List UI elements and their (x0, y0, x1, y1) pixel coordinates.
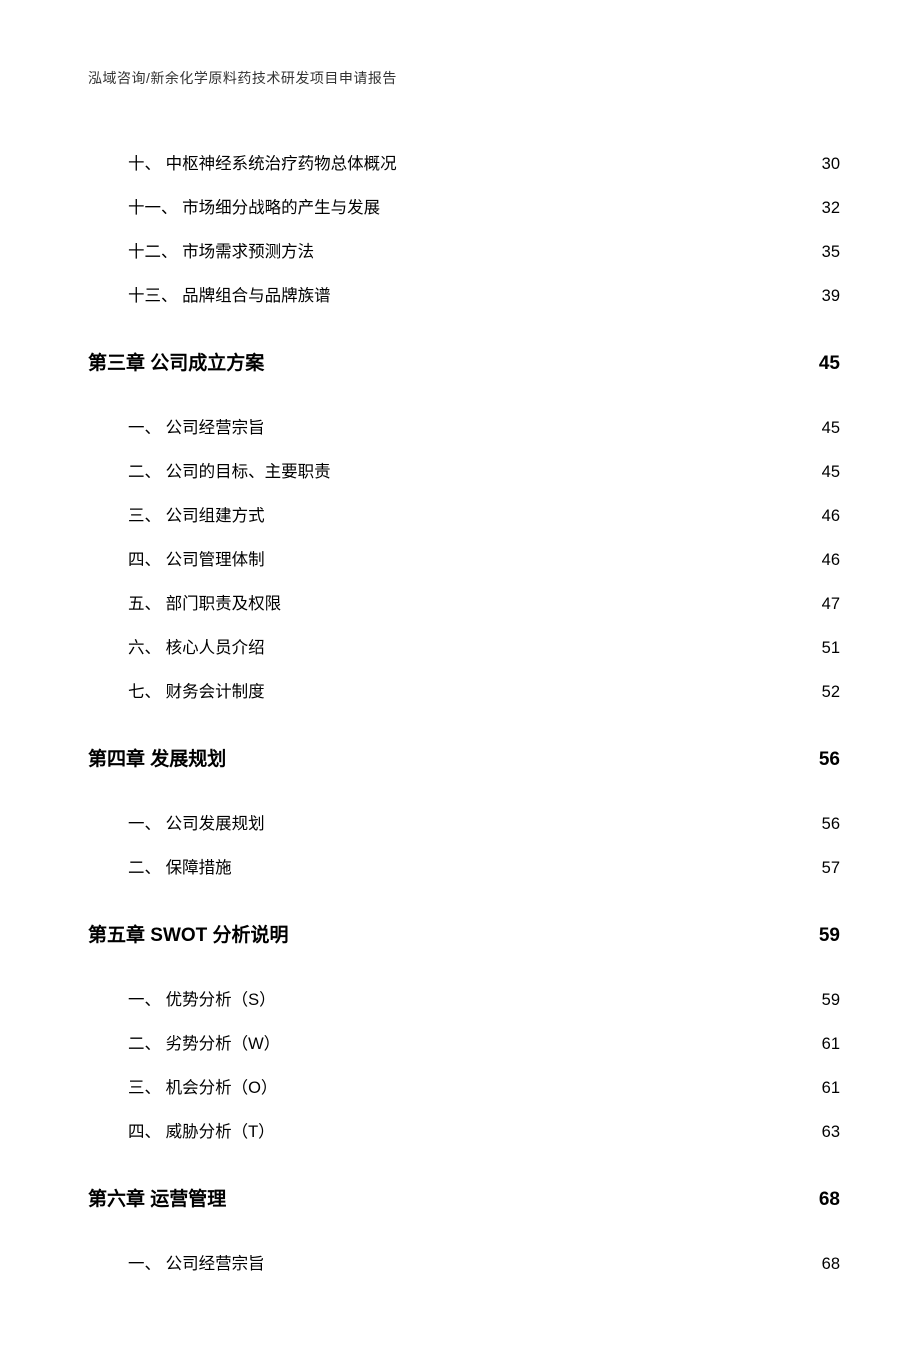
toc-page-number: 52 (820, 670, 840, 714)
toc-label: 五、 部门职责及权限 (128, 582, 281, 626)
toc-sub-row: 十、 中枢神经系统治疗药物总体概况 30 (88, 142, 840, 186)
toc-sub-row: 一、 公司发展规划 56 (88, 802, 840, 846)
toc-label: 第四章 发展规划 (88, 740, 226, 780)
toc-chapter-row: 第三章 公司成立方案 45 (88, 344, 840, 384)
page-container: 泓域咨询/新余化学原料药技术研发项目申请报告 十、 中枢神经系统治疗药物总体概况… (0, 0, 920, 1346)
toc-page-number: 46 (820, 538, 840, 582)
toc-page-number: 45 (820, 450, 840, 494)
toc-label: 一、 公司经营宗旨 (128, 1242, 265, 1286)
toc-page-number: 46 (820, 494, 840, 538)
toc-sub-row: 十三、 品牌组合与品牌族谱 39 (88, 274, 840, 318)
toc-label: 四、 公司管理体制 (128, 538, 265, 582)
page-header: 泓域咨询/新余化学原料药技术研发项目申请报告 (88, 68, 840, 88)
toc-page-number: 32 (820, 186, 840, 230)
toc-sub-row: 三、 机会分析（O） 61 (88, 1066, 840, 1110)
toc-label: 十三、 品牌组合与品牌族谱 (128, 274, 331, 318)
toc-sub-row: 二、 公司的目标、主要职责 45 (88, 450, 840, 494)
toc-page-number: 35 (820, 230, 840, 274)
table-of-contents: 十、 中枢神经系统治疗药物总体概况30十一、 市场细分战略的产生与发展32十二、… (88, 142, 840, 1286)
toc-page-number: 59 (820, 978, 840, 1022)
toc-page-number: 56 (820, 802, 840, 846)
toc-label: 七、 财务会计制度 (128, 670, 265, 714)
toc-sub-row: 一、 优势分析（S） 59 (88, 978, 840, 1022)
toc-sub-row: 十一、 市场细分战略的产生与发展 32 (88, 186, 840, 230)
toc-label: 六、 核心人员介绍 (128, 626, 265, 670)
toc-page-number: 68 (817, 1180, 840, 1220)
toc-label: 十、 中枢神经系统治疗药物总体概况 (128, 142, 397, 186)
toc-sub-row: 二、 劣势分析（W） 61 (88, 1022, 840, 1066)
toc-sub-row: 四、 公司管理体制 46 (88, 538, 840, 582)
toc-label: 一、 公司经营宗旨 (128, 406, 265, 450)
toc-page-number: 61 (820, 1066, 840, 1110)
toc-label: 第三章 公司成立方案 (88, 344, 264, 384)
toc-page-number: 68 (820, 1242, 840, 1286)
toc-label: 二、 公司的目标、主要职责 (128, 450, 331, 494)
toc-label: 二、 劣势分析（W） (128, 1022, 280, 1066)
toc-label: 二、 保障措施 (128, 846, 232, 890)
toc-page-number: 30 (820, 142, 840, 186)
toc-label: 十一、 市场细分战略的产生与发展 (128, 186, 380, 230)
toc-label: 三、 机会分析（O） (128, 1066, 277, 1110)
toc-sub-row: 一、 公司经营宗旨 68 (88, 1242, 840, 1286)
toc-label: 十二、 市场需求预测方法 (128, 230, 314, 274)
toc-sub-row: 六、 核心人员介绍 51 (88, 626, 840, 670)
toc-page-number: 47 (820, 582, 840, 626)
toc-sub-row: 二、 保障措施 57 (88, 846, 840, 890)
toc-page-number: 51 (820, 626, 840, 670)
toc-label: 四、 威胁分析（T） (128, 1110, 275, 1154)
toc-page-number: 56 (817, 740, 840, 780)
toc-label: 三、 公司组建方式 (128, 494, 265, 538)
toc-sub-row: 三、 公司组建方式 46 (88, 494, 840, 538)
toc-sub-row: 一、 公司经营宗旨 45 (88, 406, 840, 450)
toc-page-number: 45 (817, 344, 840, 384)
toc-label: 一、 优势分析（S） (128, 978, 276, 1022)
toc-label: 一、 公司发展规划 (128, 802, 265, 846)
toc-chapter-row: 第六章 运营管理 68 (88, 1180, 840, 1220)
toc-label: 第五章 SWOT 分析说明 (88, 916, 289, 956)
toc-sub-row: 四、 威胁分析（T） 63 (88, 1110, 840, 1154)
toc-sub-row: 五、 部门职责及权限 47 (88, 582, 840, 626)
toc-chapter-row: 第五章 SWOT 分析说明 59 (88, 916, 840, 956)
toc-chapter-row: 第四章 发展规划 56 (88, 740, 840, 780)
toc-page-number: 63 (820, 1110, 840, 1154)
toc-page-number: 39 (820, 274, 840, 318)
toc-sub-row: 十二、 市场需求预测方法 35 (88, 230, 840, 274)
toc-page-number: 59 (817, 916, 840, 956)
toc-sub-row: 七、 财务会计制度 52 (88, 670, 840, 714)
toc-page-number: 45 (820, 406, 840, 450)
toc-label: 第六章 运营管理 (88, 1180, 226, 1220)
toc-page-number: 57 (820, 846, 840, 890)
toc-page-number: 61 (820, 1022, 840, 1066)
